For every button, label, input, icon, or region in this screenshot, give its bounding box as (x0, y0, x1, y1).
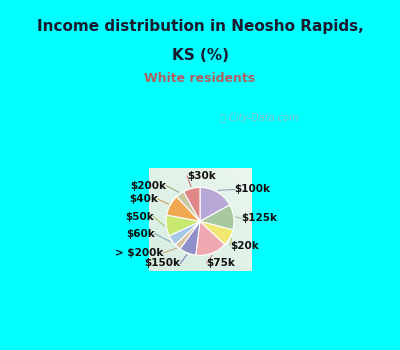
Wedge shape (184, 187, 200, 221)
Wedge shape (196, 221, 225, 255)
Text: $30k: $30k (187, 171, 216, 181)
Wedge shape (169, 221, 200, 245)
Text: ⓘ City-Data.com: ⓘ City-Data.com (220, 113, 298, 124)
Wedge shape (200, 221, 233, 245)
Text: $60k: $60k (126, 229, 155, 239)
Wedge shape (180, 221, 200, 255)
Text: $50k: $50k (125, 212, 154, 222)
Text: Income distribution in Neosho Rapids,: Income distribution in Neosho Rapids, (37, 19, 363, 34)
Text: $200k: $200k (130, 181, 166, 191)
Wedge shape (175, 221, 200, 249)
Text: $75k: $75k (207, 258, 236, 268)
Text: > $200k: > $200k (115, 248, 164, 258)
Text: $150k: $150k (144, 258, 180, 268)
Wedge shape (167, 197, 200, 221)
Text: $125k: $125k (241, 213, 277, 223)
Wedge shape (177, 191, 200, 221)
Text: $100k: $100k (234, 184, 270, 195)
Text: $40k: $40k (130, 194, 158, 204)
Text: KS (%): KS (%) (172, 48, 228, 63)
Text: $20k: $20k (230, 240, 258, 251)
Wedge shape (200, 187, 230, 221)
Wedge shape (166, 215, 200, 236)
Text: White residents: White residents (144, 72, 256, 85)
Wedge shape (200, 205, 234, 230)
